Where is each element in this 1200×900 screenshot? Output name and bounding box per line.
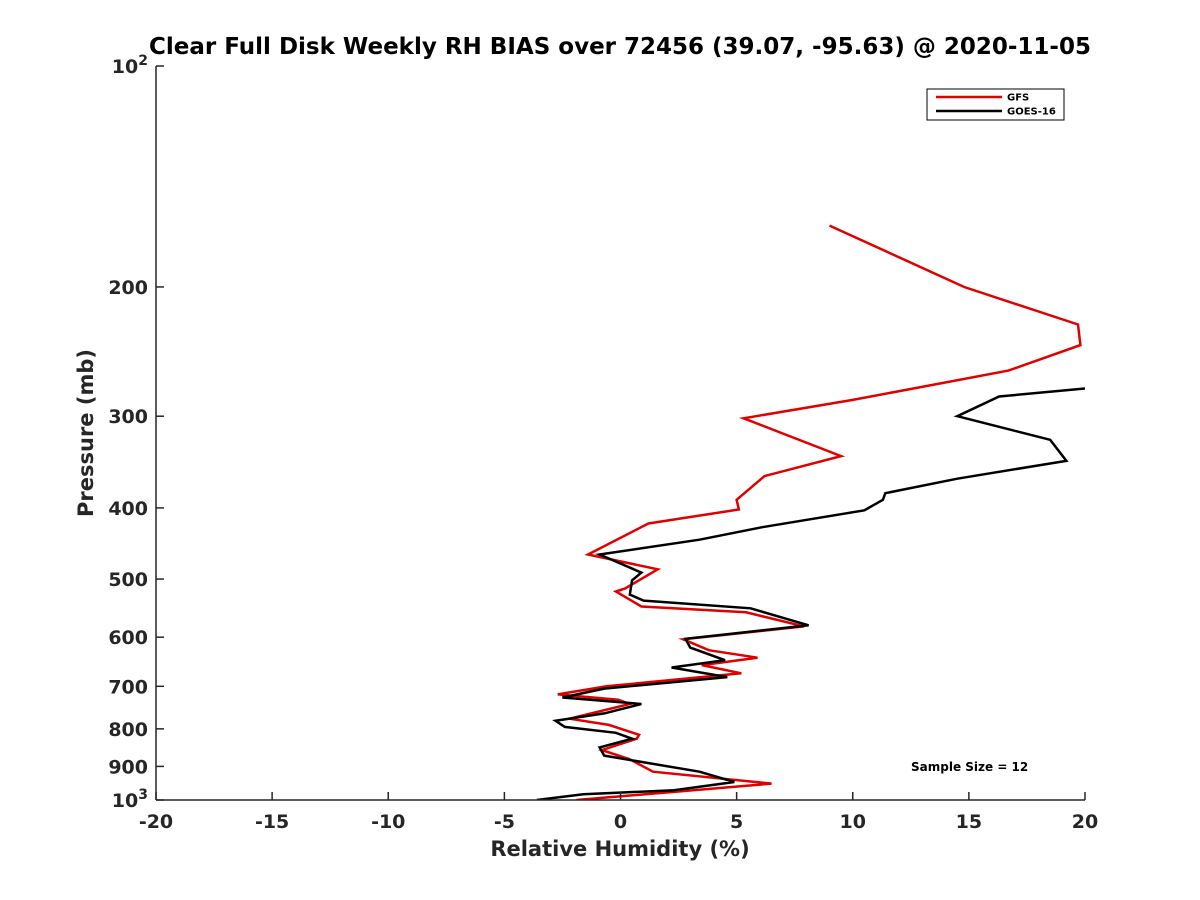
x-tick-label: 5 xyxy=(730,811,743,833)
x-tick-label: 0 xyxy=(614,811,627,833)
x-tick-label: 20 xyxy=(1072,811,1098,833)
y-tick-label: 900 xyxy=(108,756,148,778)
plot-area xyxy=(536,224,1085,800)
y-tick-label: 700 xyxy=(108,676,148,698)
x-tick-label: -20 xyxy=(139,811,173,833)
x-tick-label: 10 xyxy=(840,811,866,833)
y-tick-exponent: 3 xyxy=(138,787,148,803)
y-tick-base: 10 xyxy=(112,790,138,812)
y-axis-label: Pressure (mb) xyxy=(74,349,98,517)
y-tick-exponent: 2 xyxy=(138,53,148,69)
y-tick-label: 103 xyxy=(112,787,148,812)
legend: GFS GOES-16 xyxy=(926,88,1065,121)
legend-label-goes16: GOES-16 xyxy=(1007,107,1056,118)
y-tick-label: 600 xyxy=(108,627,148,649)
x-tick-label: -10 xyxy=(371,811,405,833)
chart-title: Clear Full Disk Weekly RH BIAS over 7245… xyxy=(149,34,1091,60)
y-tick-label: 300 xyxy=(108,406,148,428)
y-tick-label: 102 xyxy=(112,53,148,78)
y-tick-label: 200 xyxy=(108,277,148,299)
x-tick-label: 15 xyxy=(956,811,982,833)
series-layer xyxy=(536,224,1085,800)
x-axis-label: Relative Humidity (%) xyxy=(490,837,749,861)
legend-box xyxy=(926,88,1065,121)
y-tick-label: 800 xyxy=(108,719,148,741)
x-tick-label: -15 xyxy=(255,811,289,833)
x-tick-group: -20 -15 -10 -5 0 5 10 15 20 xyxy=(139,792,1098,833)
sample-size-annotation: Sample Size = 12 xyxy=(911,760,1028,774)
y-tick-label: 400 xyxy=(108,498,148,520)
x-tick-label: -5 xyxy=(494,811,515,833)
y-tick-base: 10 xyxy=(112,56,138,78)
series-line-goes16 xyxy=(536,387,1085,800)
y-tick-label: 500 xyxy=(108,569,148,591)
legend-label-gfs: GFS xyxy=(1007,93,1029,104)
